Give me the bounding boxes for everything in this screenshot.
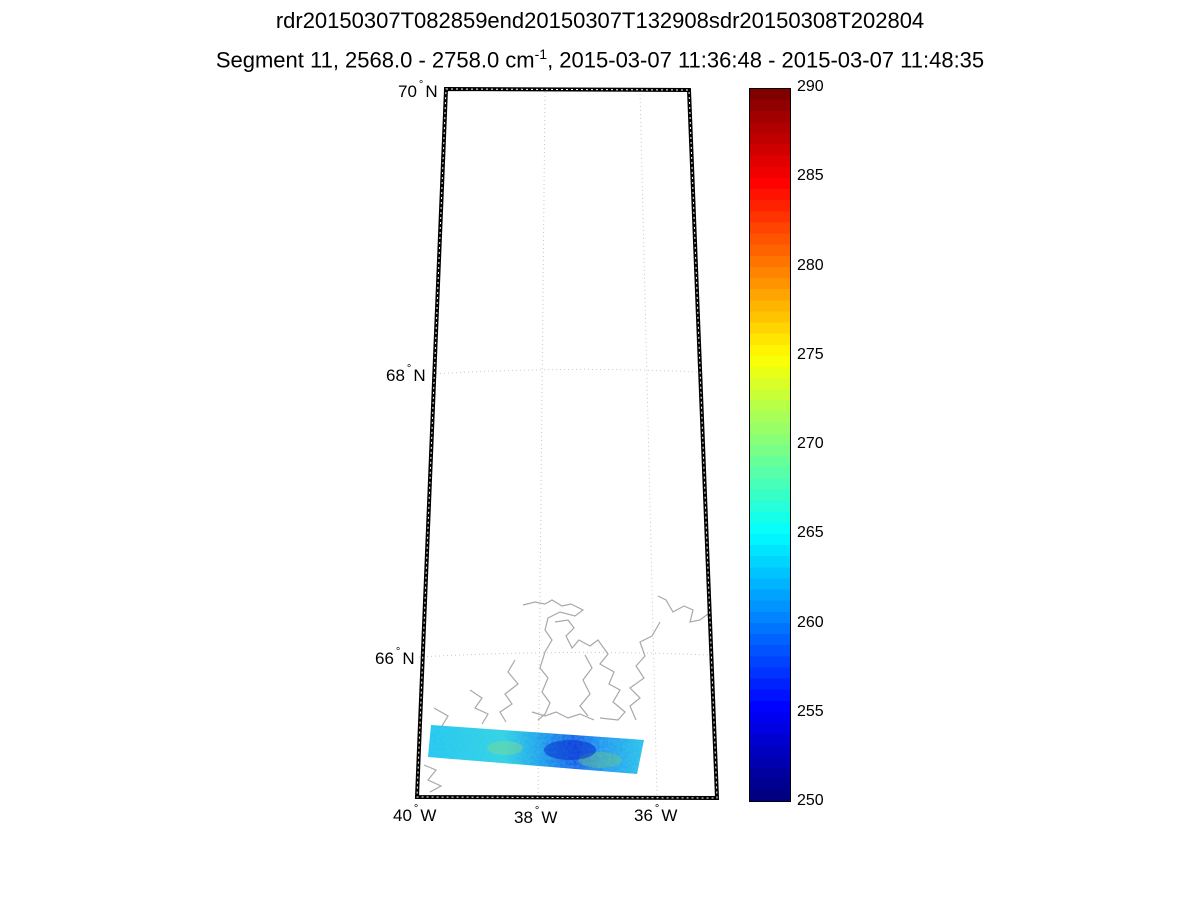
colorbar-tick-290: 290	[797, 78, 824, 95]
data-swath	[428, 725, 644, 774]
colorbar-tick-265: 265	[797, 524, 824, 542]
parallel-66n	[418, 651, 710, 658]
parallel-68n	[431, 368, 698, 375]
meridian-38w	[537, 91, 546, 799]
colorbar-tick-260: 260	[797, 613, 824, 631]
lon-label-36w: 36 ° W	[634, 803, 678, 825]
title-segment-suffix: , 2015-03-07 11:36:48 - 2015-03-07 11:48…	[547, 47, 985, 73]
meridian-36w	[639, 89, 658, 797]
colorbar-tick-250: 250	[797, 792, 824, 809]
colorbar	[749, 88, 791, 802]
map-title-segment: Segment 11, 2568.0 - 2758.0 cm-1, 2015-0…	[0, 46, 1200, 73]
coastline	[423, 595, 711, 793]
map-title-granule: rdr20150307T082859end20150307T132908sdr2…	[275, 8, 925, 33]
lat-label-66n: 66 ° N	[375, 646, 415, 668]
title-segment-prefix: Segment 11, 2568.0 - 2758.0 cm	[215, 47, 535, 73]
colorbar-tick-270: 270	[797, 435, 824, 452]
graticule	[418, 89, 710, 799]
lon-label-38w: 38 ° W	[514, 805, 558, 827]
colorbar-tick-275: 275	[797, 345, 824, 363]
map-frame	[414, 86, 720, 801]
title-unit-superscript: -1	[534, 46, 548, 62]
lat-label-70n: 70 ° N	[398, 79, 438, 101]
lat-label-68n: 68 ° N	[386, 363, 426, 385]
colorbar-tick-255: 255	[797, 702, 824, 720]
lon-label-40w: 40 ° W	[393, 803, 437, 825]
colorbar-tick-280: 280	[797, 256, 824, 274]
colorbar-tick-285: 285	[797, 167, 824, 185]
